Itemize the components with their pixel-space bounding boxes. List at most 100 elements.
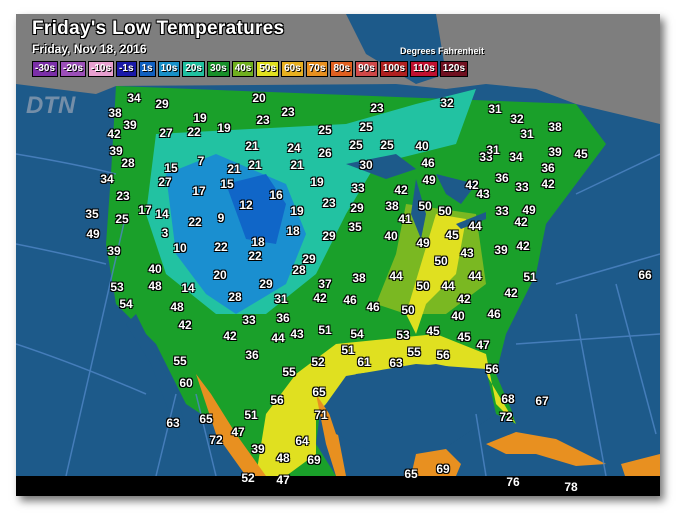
units-label: Degrees Fahrenheit bbox=[400, 46, 485, 56]
temperature-label: 34 bbox=[127, 91, 141, 105]
temperature-label: 15 bbox=[164, 161, 178, 175]
temperature-label: 29 bbox=[155, 97, 169, 111]
temperature-label: 48 bbox=[148, 279, 162, 293]
temperature-label: 40 bbox=[148, 262, 162, 276]
temperature-label: 33 bbox=[515, 180, 529, 194]
temperature-label: 27 bbox=[159, 126, 173, 140]
temperature-label: 32 bbox=[440, 96, 454, 110]
lake-erie bbox=[456, 212, 486, 229]
lake-michigan bbox=[411, 179, 426, 239]
legend-swatch: 110s bbox=[410, 61, 438, 77]
temperature-label: 55 bbox=[282, 365, 296, 379]
land-1s bbox=[226, 174, 286, 244]
temperature-label: 76 bbox=[506, 475, 520, 489]
legend-swatch: 30s bbox=[207, 61, 230, 77]
temperature-label: 56 bbox=[270, 393, 284, 407]
temperature-legend: -30s -20s -10s -1s 1s 10s 20s 30s 40s 50s 60s 70s 80… bbox=[32, 61, 469, 77]
legend-swatch: 40s bbox=[231, 61, 255, 77]
temperature-label: 48 bbox=[276, 451, 290, 465]
temperature-label: 54 bbox=[119, 297, 133, 311]
gulf-of-california bbox=[126, 314, 191, 444]
temperature-label: 19 bbox=[310, 175, 324, 189]
legend-swatch: 80s bbox=[330, 61, 354, 77]
temperature-label: 66 bbox=[638, 268, 652, 282]
temperature-label: 46 bbox=[343, 293, 357, 307]
temperature-label: 50 bbox=[434, 254, 448, 268]
temperature-label: 30 bbox=[359, 158, 373, 172]
land-50s-ohio bbox=[406, 214, 466, 334]
temperature-label: 69 bbox=[307, 453, 321, 467]
temperature-label: 19 bbox=[217, 121, 231, 135]
temperature-label: 43 bbox=[460, 246, 474, 260]
temperature-label: 47 bbox=[476, 338, 490, 352]
legend-swatch: -10s bbox=[88, 61, 115, 77]
temperature-label: 44 bbox=[271, 331, 285, 345]
land-60s-mexico-east bbox=[316, 394, 346, 476]
temperature-label: 44 bbox=[389, 269, 403, 283]
temperature-label: 39 bbox=[109, 144, 123, 158]
temperature-label: 42 bbox=[516, 239, 530, 253]
temperature-label: 25 bbox=[115, 212, 129, 226]
temperature-label: 31 bbox=[274, 292, 288, 306]
temperature-label: 56 bbox=[436, 348, 450, 362]
temperature-label: 21 bbox=[227, 162, 241, 176]
temperature-label: 43 bbox=[476, 187, 490, 201]
temperature-label: 36 bbox=[541, 161, 555, 175]
temperature-label: 71 bbox=[314, 408, 328, 422]
temperature-label: 38 bbox=[548, 120, 562, 134]
temperature-label: 23 bbox=[322, 196, 336, 210]
temperature-label: 17 bbox=[192, 184, 206, 198]
temperature-label: 27 bbox=[158, 175, 172, 189]
temperature-label: 39 bbox=[251, 442, 265, 456]
temperature-label: 33 bbox=[479, 150, 493, 164]
temperature-label: 44 bbox=[441, 279, 455, 293]
map-title: Friday's Low Temperatures bbox=[32, 18, 285, 39]
temperature-label: 22 bbox=[248, 249, 262, 263]
temperature-label: 45 bbox=[426, 324, 440, 338]
temperature-label: 22 bbox=[187, 125, 201, 139]
temperature-label: 60 bbox=[179, 376, 193, 390]
temperature-label: 19 bbox=[290, 204, 304, 218]
map-date: Friday, Nov 18, 2016 bbox=[32, 42, 147, 56]
temperature-label: 31 bbox=[520, 127, 534, 141]
temperature-label: 42 bbox=[504, 286, 518, 300]
temperature-label: 42 bbox=[457, 292, 471, 306]
land-60s-mexico-west bbox=[196, 374, 266, 476]
temperature-label: 37 bbox=[318, 277, 332, 291]
temperature-label: 46 bbox=[366, 300, 380, 314]
gulf-of-mexico bbox=[326, 364, 496, 454]
temperature-label: 40 bbox=[384, 229, 398, 243]
temperature-label: 20 bbox=[213, 268, 227, 282]
temperature-label: 21 bbox=[245, 139, 259, 153]
temperature-label: 50 bbox=[418, 199, 432, 213]
temperature-label: 42 bbox=[107, 127, 121, 141]
temperature-label: 51 bbox=[523, 270, 537, 284]
legend-swatch: 120s bbox=[439, 61, 469, 77]
temperature-label: 45 bbox=[445, 228, 459, 242]
temperature-label: 35 bbox=[348, 220, 362, 234]
temperature-label: 29 bbox=[350, 201, 364, 215]
temperature-label: 50 bbox=[438, 204, 452, 218]
temperature-label: 28 bbox=[228, 290, 242, 304]
temperature-label: 14 bbox=[155, 207, 169, 221]
temperature-label: 42 bbox=[313, 291, 327, 305]
temperature-label: 21 bbox=[290, 158, 304, 172]
temperature-label: 10 bbox=[173, 241, 187, 255]
temperature-label: 39 bbox=[494, 243, 508, 257]
temperature-label: 24 bbox=[287, 141, 301, 155]
temperature-label: 31 bbox=[486, 143, 500, 157]
temperature-label: 21 bbox=[248, 158, 262, 172]
temperature-label: 7 bbox=[197, 154, 205, 168]
temperature-label: 15 bbox=[220, 177, 234, 191]
temperature-label: 34 bbox=[100, 172, 114, 186]
temperature-label: 48 bbox=[170, 300, 184, 314]
legend-swatch: -30s bbox=[32, 61, 59, 77]
temperature-label: 36 bbox=[495, 171, 509, 185]
temperature-label: 39 bbox=[107, 244, 121, 258]
temperature-label: 34 bbox=[509, 150, 523, 164]
temperature-label: 44 bbox=[468, 269, 482, 283]
temperature-label: 55 bbox=[407, 345, 421, 359]
temperature-label: 65 bbox=[199, 412, 213, 426]
temperature-label: 25 bbox=[318, 123, 332, 137]
dtn-logo: DTN bbox=[26, 92, 76, 119]
